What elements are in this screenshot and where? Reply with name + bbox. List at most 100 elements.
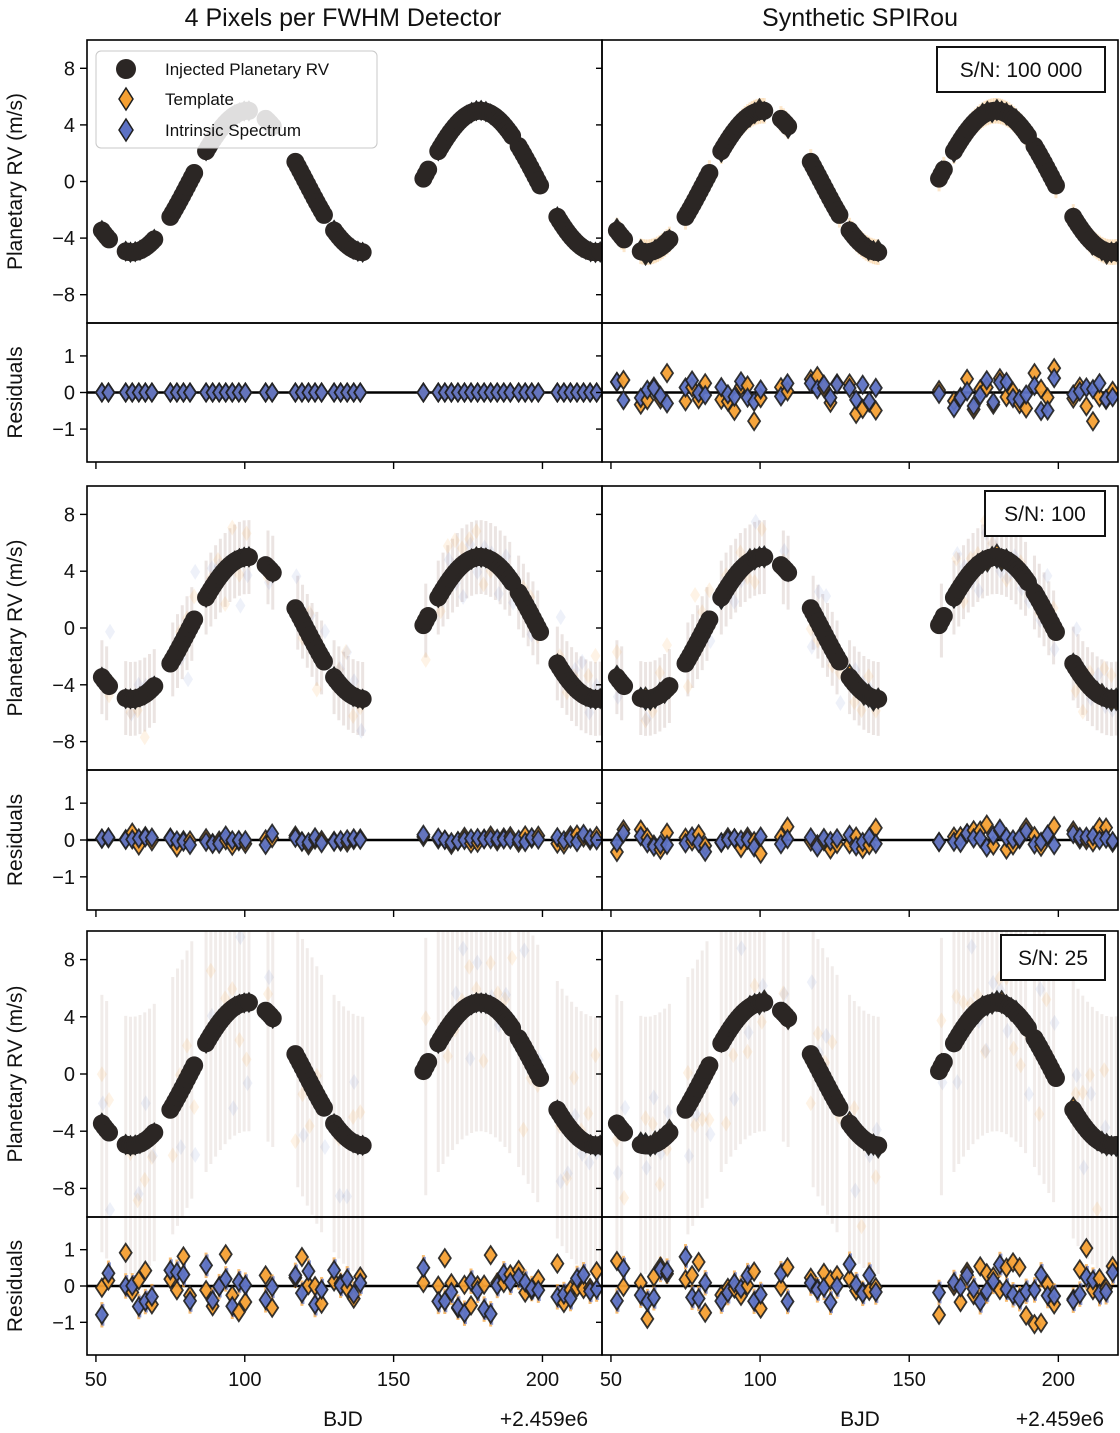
intrinsic-point-faint xyxy=(1049,641,1060,658)
template-residual xyxy=(1019,1305,1034,1327)
intrinsic-point-faint xyxy=(1035,981,1046,998)
injected-rv-point xyxy=(869,689,888,708)
rv-tick-label: 4 xyxy=(64,115,75,137)
intrinsic-residual xyxy=(576,1264,591,1286)
template-point-faint xyxy=(1008,1040,1019,1057)
template-point-faint xyxy=(647,1116,658,1133)
intrinsic-residual xyxy=(659,1260,675,1282)
template-residual xyxy=(138,1259,153,1282)
intrinsic-point-faint xyxy=(562,1165,573,1182)
template-point-faint xyxy=(1015,1057,1026,1074)
intrinsic-point-faint xyxy=(105,623,116,640)
template-residual xyxy=(550,1253,565,1275)
template-point-faint xyxy=(1106,667,1117,684)
template-point-faint xyxy=(182,1037,193,1054)
injected-rv-point xyxy=(100,1123,119,1142)
intrinsic-residual xyxy=(659,834,675,856)
intrinsic-point-faint xyxy=(493,585,504,602)
intrinsic-residual xyxy=(966,1278,981,1300)
injected-rv-point xyxy=(660,677,679,696)
intrinsic-residual xyxy=(780,828,795,850)
template-residual xyxy=(1079,1237,1094,1259)
template-point-faint xyxy=(420,1010,431,1027)
intrinsic-residual xyxy=(1105,386,1118,408)
intrinsic-residual xyxy=(931,1281,947,1304)
injected-rv-point xyxy=(700,163,719,182)
template-residual xyxy=(979,814,994,836)
template-residual xyxy=(265,1297,280,1319)
template-point-faint xyxy=(756,1013,767,1030)
injected-rv-point xyxy=(591,242,602,261)
template-point-faint xyxy=(640,712,651,729)
template-point-faint xyxy=(583,1105,594,1122)
x-tick-label: 150 xyxy=(893,1369,926,1391)
injected-rv-point xyxy=(145,230,164,249)
template-point-faint xyxy=(682,1064,693,1081)
intrinsic-point-faint xyxy=(1002,1022,1013,1039)
injected-rv-point xyxy=(615,677,634,696)
injected-rv-point xyxy=(934,160,953,179)
intrinsic-point-faint xyxy=(175,1139,186,1156)
template-point-faint xyxy=(442,538,453,555)
template-residual xyxy=(483,1244,498,1266)
rv-axis-label: Planetary RV (m/s) xyxy=(4,986,27,1163)
x-axis-offset-left: +2.459e6 xyxy=(500,1408,588,1431)
intrinsic-point-faint xyxy=(458,588,469,605)
intrinsic-residual xyxy=(265,822,280,845)
template-point-faint xyxy=(987,903,997,919)
injected-rv-point xyxy=(830,205,849,224)
intrinsic-residual xyxy=(823,386,838,409)
intrinsic-residual xyxy=(829,1275,845,1297)
rv-axis-label: Planetary RV (m/s) xyxy=(4,540,27,717)
intrinsic-residual xyxy=(727,386,742,408)
intrinsic-residual xyxy=(931,831,947,853)
template-point-faint xyxy=(139,729,150,746)
residual-tick-label: 1 xyxy=(64,793,75,815)
intrinsic-point-faint xyxy=(751,883,761,899)
template-residual xyxy=(753,843,768,865)
residual-tick-label: −1 xyxy=(52,419,75,441)
legend-marker-injected xyxy=(116,59,136,79)
residual-tick-label: 0 xyxy=(64,1276,75,1298)
template-point-faint xyxy=(340,643,351,660)
intrinsic-residual xyxy=(182,381,198,404)
intrinsic-residual xyxy=(101,826,116,849)
injected-rv-point xyxy=(700,610,719,629)
intrinsic-residual xyxy=(691,1287,706,1310)
template-point-faint xyxy=(139,1171,150,1188)
injected-rv-point xyxy=(531,1069,550,1088)
intrinsic-residual xyxy=(959,380,975,402)
injected-rv-point xyxy=(700,1056,719,1075)
intrinsic-residual xyxy=(483,1303,498,1325)
intrinsic-residual xyxy=(966,395,981,417)
injected-rv-point xyxy=(779,1009,798,1028)
legend-label-injected: Injected Planetary RV xyxy=(165,60,330,79)
template-residual xyxy=(868,399,883,422)
template-point-faint xyxy=(442,1048,453,1065)
intrinsic-point-faint xyxy=(683,1147,694,1164)
rv-tick-label: −4 xyxy=(52,1121,75,1143)
intrinsic-residual xyxy=(816,373,831,396)
intrinsic-point-faint xyxy=(779,542,790,559)
rv-tick-label: 0 xyxy=(64,172,75,194)
intrinsic-point-faint xyxy=(641,1159,652,1176)
template-residual xyxy=(1033,1312,1049,1334)
intrinsic-point-faint xyxy=(1078,1159,1089,1176)
injected-rv-point xyxy=(934,1052,953,1071)
intrinsic-point-faint xyxy=(813,583,824,600)
intrinsic-residual xyxy=(531,381,546,404)
injected-rv-point xyxy=(869,1136,888,1155)
sn-label-row-3: S/N: 25 xyxy=(1018,947,1088,970)
template-point-faint xyxy=(348,708,359,725)
injected-rv-point xyxy=(591,1136,602,1155)
injected-rv-point xyxy=(531,623,550,642)
intrinsic-residual xyxy=(855,374,870,396)
intrinsic-residual xyxy=(176,1263,191,1286)
intrinsic-point-faint xyxy=(729,1090,740,1107)
intrinsic-residual xyxy=(616,822,631,844)
template-point-faint xyxy=(827,1034,838,1051)
template-point-faint xyxy=(870,1169,881,1186)
intrinsic-point-faint xyxy=(980,1042,991,1059)
intrinsic-residual xyxy=(1027,1279,1042,1301)
intrinsic-point-faint xyxy=(648,1089,659,1106)
